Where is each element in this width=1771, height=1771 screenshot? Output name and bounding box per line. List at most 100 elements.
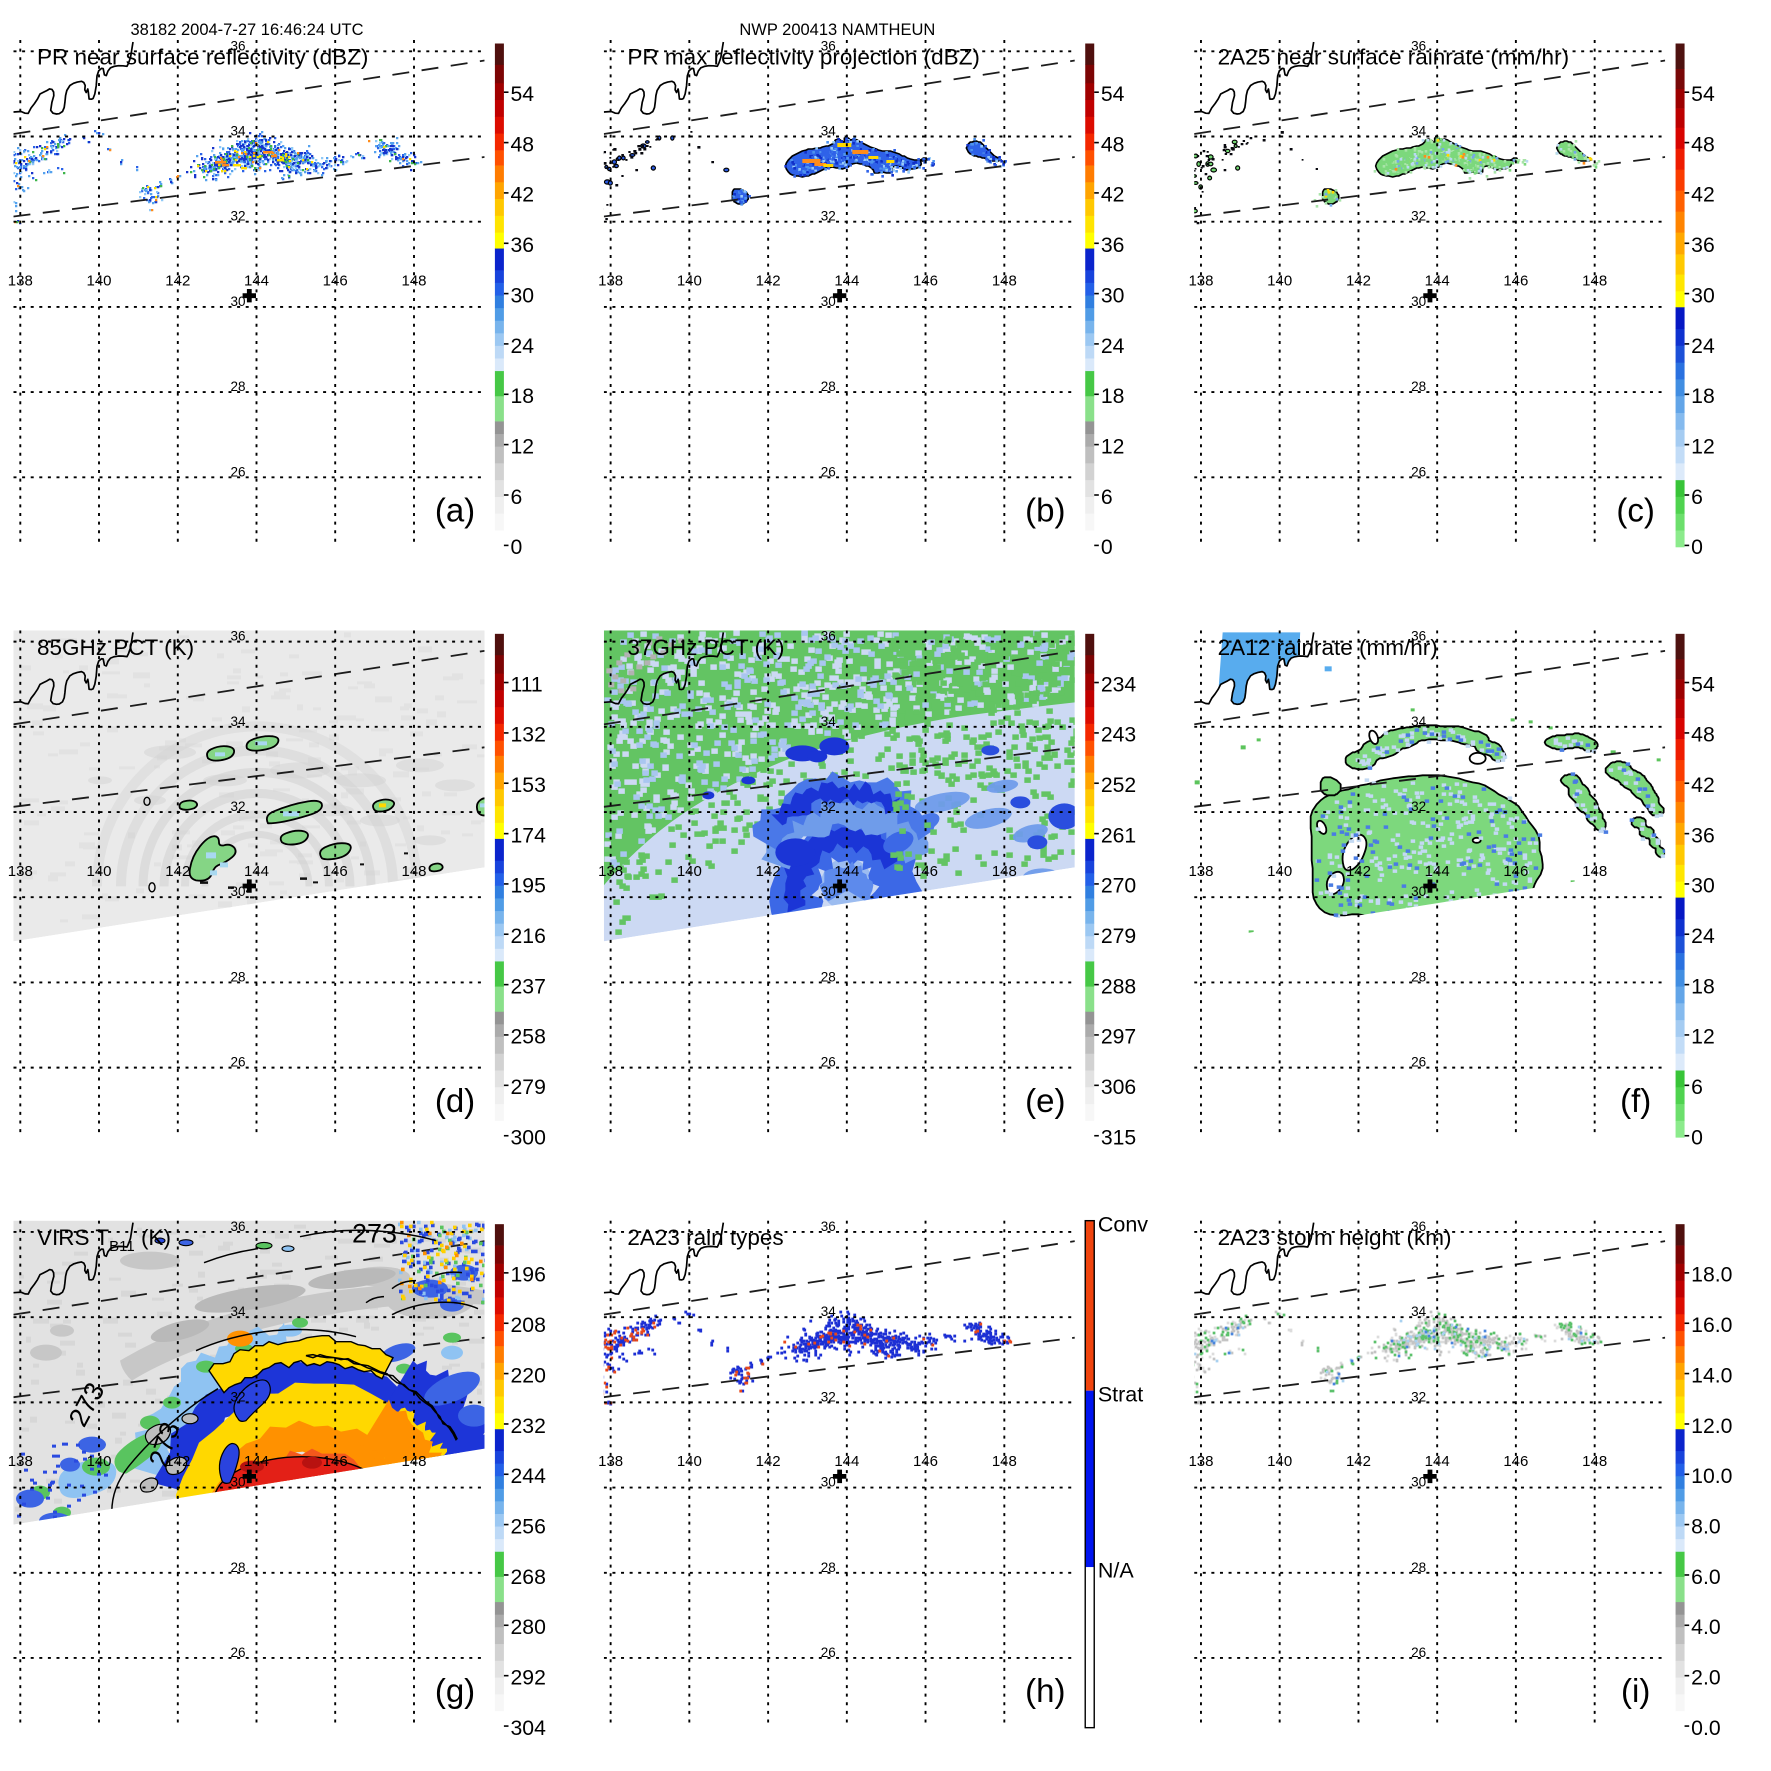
svg-text:34: 34: [230, 714, 246, 729]
svg-text:140: 140: [677, 1453, 702, 1470]
svg-text:153: 153: [511, 774, 546, 797]
svg-text:36: 36: [821, 629, 836, 644]
svg-text:132: 132: [511, 724, 546, 747]
svg-text:32: 32: [821, 799, 836, 814]
svg-text:16.0: 16.0: [1691, 1314, 1732, 1337]
svg-text:6: 6: [1691, 1076, 1703, 1099]
svg-text:36: 36: [1691, 234, 1715, 257]
svg-text:PR near surface reflectivity (: PR near surface reflectivity (dBZ): [37, 45, 368, 70]
svg-text:42: 42: [1691, 184, 1715, 207]
svg-text:234: 234: [1101, 673, 1137, 696]
svg-text:244: 244: [511, 1465, 547, 1488]
svg-text:196: 196: [511, 1264, 546, 1287]
svg-text:315: 315: [1101, 1127, 1136, 1150]
svg-text:48: 48: [511, 133, 535, 156]
svg-text:36: 36: [1411, 629, 1426, 644]
svg-text:142: 142: [165, 1453, 190, 1470]
svg-text:48: 48: [1101, 133, 1125, 156]
svg-text:28: 28: [1411, 969, 1426, 984]
svg-text:30: 30: [230, 294, 245, 309]
svg-text:Strat: Strat: [1098, 1383, 1143, 1407]
svg-text:18: 18: [511, 385, 535, 408]
svg-text:270: 270: [1101, 875, 1136, 898]
svg-text:146: 146: [1503, 863, 1528, 880]
svg-text:36: 36: [821, 1219, 836, 1234]
svg-text:36: 36: [821, 38, 836, 53]
svg-text:288: 288: [1101, 975, 1136, 998]
svg-text:216: 216: [511, 925, 546, 948]
svg-text:28: 28: [1411, 379, 1426, 394]
svg-text:138: 138: [598, 273, 623, 290]
svg-text:8.0: 8.0: [1691, 1515, 1720, 1538]
svg-text:36: 36: [1691, 824, 1715, 847]
svg-text:26: 26: [821, 1645, 836, 1660]
svg-text:34: 34: [1411, 124, 1427, 139]
svg-text:30: 30: [821, 884, 836, 899]
svg-text:144: 144: [244, 1453, 269, 1470]
svg-text:252: 252: [1101, 774, 1136, 797]
svg-text:12: 12: [1691, 1026, 1715, 1049]
svg-text:34: 34: [821, 124, 837, 139]
svg-text:26: 26: [230, 1645, 245, 1660]
svg-text:54: 54: [1101, 83, 1125, 106]
svg-text:0.0: 0.0: [1691, 1717, 1720, 1740]
svg-text:138: 138: [1188, 863, 1213, 880]
svg-text:146: 146: [1503, 273, 1528, 290]
svg-text:28: 28: [1411, 1560, 1426, 1575]
svg-text:30: 30: [1411, 294, 1426, 309]
svg-text:34: 34: [821, 1304, 837, 1319]
svg-text:138: 138: [8, 863, 33, 880]
svg-text:36: 36: [1411, 1219, 1426, 1234]
svg-text:PR max reflectivity projection: PR max reflectivity projection (dBZ): [627, 45, 980, 70]
svg-text:111: 111: [511, 673, 543, 696]
svg-text:36: 36: [511, 234, 535, 257]
svg-text:12: 12: [1101, 435, 1125, 458]
svg-text:148: 148: [992, 273, 1017, 290]
svg-text:297: 297: [1101, 1026, 1136, 1049]
svg-text:26: 26: [1411, 1055, 1426, 1070]
svg-text:12.0: 12.0: [1691, 1415, 1732, 1438]
svg-text:146: 146: [323, 1453, 348, 1470]
svg-text:26: 26: [230, 1055, 245, 1070]
svg-text:42: 42: [1101, 184, 1125, 207]
svg-text:195: 195: [511, 875, 546, 898]
svg-text:138: 138: [1188, 1453, 1213, 1470]
svg-text:237: 237: [511, 975, 546, 998]
svg-text:6.0: 6.0: [1691, 1566, 1720, 1589]
svg-text:268: 268: [511, 1566, 546, 1589]
svg-text:279: 279: [511, 1076, 546, 1099]
svg-text:144: 144: [244, 273, 269, 290]
svg-text:34: 34: [1411, 1304, 1427, 1319]
svg-text:142: 142: [1346, 273, 1371, 290]
svg-text:34: 34: [230, 1304, 246, 1319]
svg-text:138: 138: [598, 863, 623, 880]
svg-text:N/A: N/A: [1098, 1559, 1135, 1583]
svg-text:32: 32: [1411, 209, 1426, 224]
svg-text:30: 30: [1411, 1475, 1426, 1490]
svg-text:48: 48: [1691, 724, 1715, 747]
svg-text:32: 32: [230, 1389, 245, 1404]
svg-text:2A12 rainrate (mm/hr): 2A12 rainrate (mm/hr): [1218, 635, 1438, 660]
svg-text:138: 138: [8, 273, 33, 290]
svg-text:232: 232: [511, 1415, 546, 1438]
svg-text:28: 28: [230, 379, 245, 394]
svg-text:34: 34: [230, 124, 246, 139]
svg-text:30: 30: [821, 294, 836, 309]
svg-text:146: 146: [913, 1453, 938, 1470]
svg-text:54: 54: [1691, 83, 1715, 106]
svg-text:36: 36: [1101, 234, 1125, 257]
svg-text:140: 140: [1267, 273, 1292, 290]
svg-text:142: 142: [756, 863, 781, 880]
svg-text:142: 142: [756, 1453, 781, 1470]
svg-text:146: 146: [323, 863, 348, 880]
svg-text:148: 148: [992, 863, 1017, 880]
svg-text:Conv: Conv: [1098, 1213, 1148, 1237]
svg-text:6: 6: [511, 486, 523, 509]
svg-text:6: 6: [1101, 486, 1113, 509]
svg-text:24: 24: [511, 335, 535, 358]
svg-text:12: 12: [1691, 435, 1715, 458]
svg-text:148: 148: [401, 273, 426, 290]
svg-text:142: 142: [165, 863, 190, 880]
svg-text:18.0: 18.0: [1691, 1264, 1732, 1287]
svg-text:26: 26: [821, 464, 836, 479]
